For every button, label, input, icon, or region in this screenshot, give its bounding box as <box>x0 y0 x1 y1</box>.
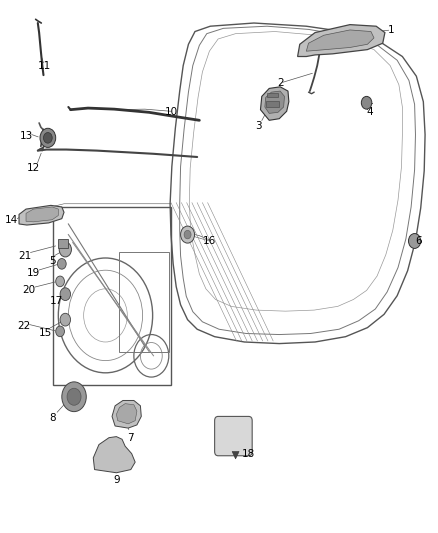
Text: 21: 21 <box>18 251 32 261</box>
FancyBboxPatch shape <box>215 416 252 456</box>
Text: 18: 18 <box>242 449 255 458</box>
Text: 7: 7 <box>127 433 134 443</box>
Circle shape <box>184 230 191 239</box>
Text: 4: 4 <box>366 107 373 117</box>
Circle shape <box>43 133 52 143</box>
Text: 12: 12 <box>27 163 40 173</box>
Text: 14: 14 <box>5 215 18 225</box>
Circle shape <box>62 382 86 411</box>
Circle shape <box>59 242 71 257</box>
Text: 5: 5 <box>49 256 56 266</box>
Bar <box>266 101 279 107</box>
Polygon shape <box>26 207 58 222</box>
Circle shape <box>60 313 71 326</box>
Polygon shape <box>112 400 141 428</box>
Circle shape <box>409 233 421 248</box>
Text: 1: 1 <box>388 25 395 35</box>
Polygon shape <box>306 30 374 51</box>
Text: 22: 22 <box>17 321 31 331</box>
Text: 2: 2 <box>277 78 283 88</box>
Polygon shape <box>232 451 239 459</box>
Text: 8: 8 <box>49 413 56 423</box>
Text: 11: 11 <box>38 61 51 70</box>
Circle shape <box>67 388 81 405</box>
Polygon shape <box>19 205 64 225</box>
Circle shape <box>180 226 194 243</box>
Circle shape <box>60 288 71 301</box>
Bar <box>267 93 278 98</box>
Text: 6: 6 <box>416 236 422 246</box>
Polygon shape <box>261 87 289 120</box>
Text: 15: 15 <box>39 328 52 338</box>
Circle shape <box>40 128 56 148</box>
Bar <box>58 239 68 248</box>
Circle shape <box>57 259 66 269</box>
Polygon shape <box>117 403 137 424</box>
Polygon shape <box>265 91 285 114</box>
Circle shape <box>56 276 64 287</box>
Polygon shape <box>93 437 135 473</box>
Polygon shape <box>297 25 385 56</box>
Text: 17: 17 <box>50 296 63 306</box>
Text: 9: 9 <box>113 475 120 485</box>
Text: 20: 20 <box>22 286 35 295</box>
Text: 13: 13 <box>20 131 34 141</box>
Circle shape <box>361 96 372 109</box>
Text: 19: 19 <box>27 268 40 278</box>
Text: 3: 3 <box>255 120 261 131</box>
Circle shape <box>56 326 64 337</box>
Text: 10: 10 <box>164 107 177 117</box>
Text: 16: 16 <box>203 236 216 246</box>
